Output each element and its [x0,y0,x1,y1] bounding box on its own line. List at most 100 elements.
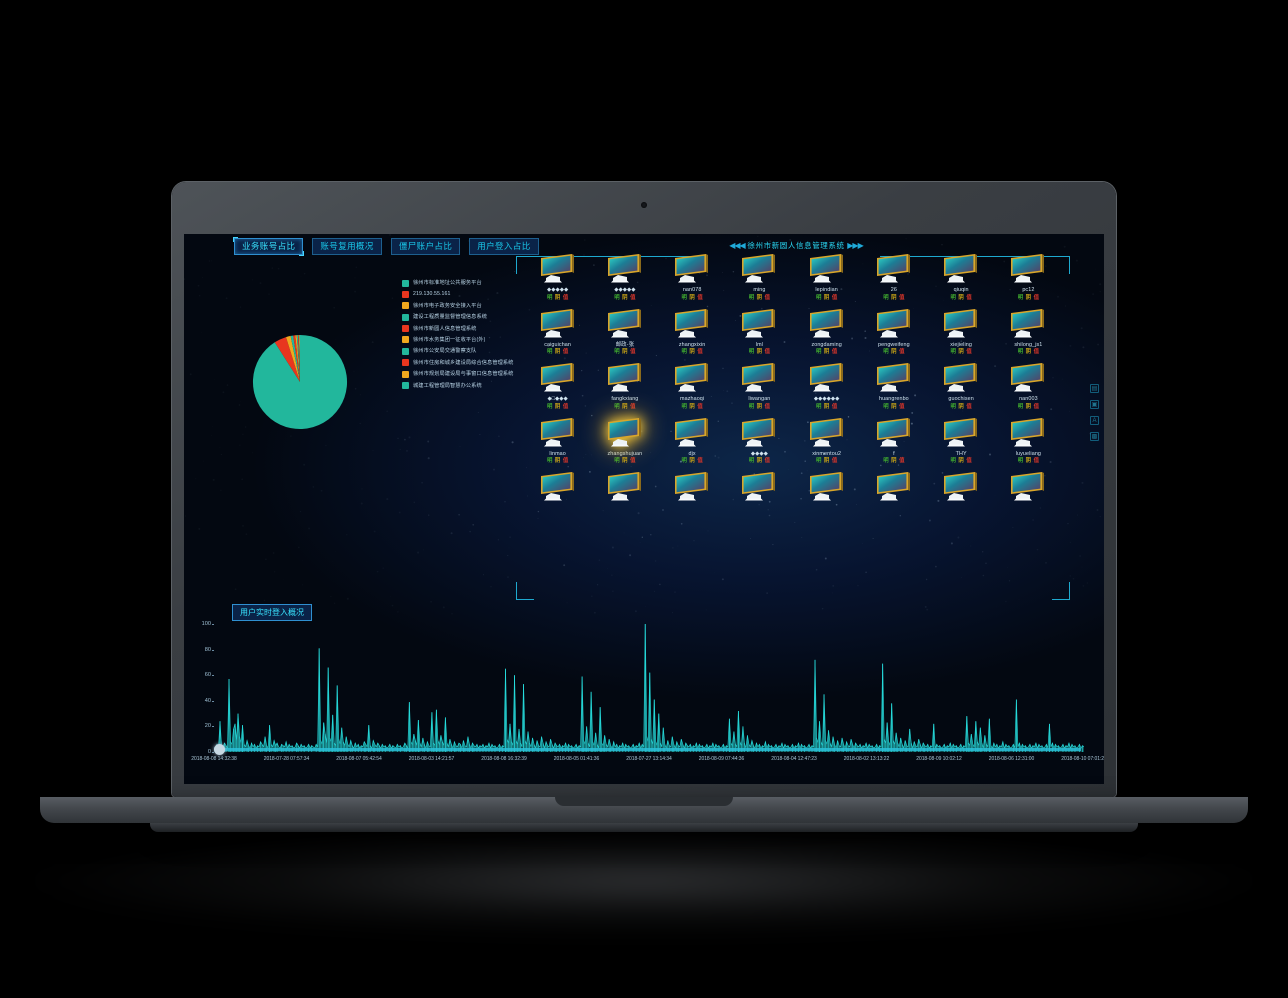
machine-cell[interactable] [995,468,1062,504]
monitor-icon [739,361,779,395]
machine-cell[interactable]: lml 明阴值 [726,305,793,357]
machine-cell[interactable]: shilong_js1 明阴值 [995,305,1062,357]
machine-cell[interactable]: fangkxiang 明阴值 [591,359,658,411]
machine-cell[interactable] [726,468,793,504]
tab-zombie-account-ratio[interactable]: 僵尸账户占比 [390,238,461,255]
machine-cell[interactable]: ming 明阴值 [726,250,793,302]
machine-status-chips: 明阴值 [1017,295,1039,302]
machine-cell[interactable]: linmao 明阴值 [524,414,591,466]
machine-status-chips: 明阴值 [1017,349,1039,356]
machine-grid-panel: ◀◀◀ 徐州市新圆人信息管理系统 ▶▶▶ ◆◆◆◆◆ 明阴值 ◆◆◆◆◆ 明阴值 nan… [510,241,1082,606]
timeline-plot[interactable]: 0 20 40 60 80 100 [202,621,1085,755]
machine-cell[interactable]: ◆□◆◆◆ 明阴值 [524,359,591,411]
x-axis-tick: 2018-08-09 07:44:36 [698,756,745,762]
machine-cell[interactable]: guochisen 明阴值 [928,359,995,411]
machine-cell[interactable]: ◆◆◆◆◆ 明阴值 [524,250,591,302]
machine-cell[interactable]: nan003 明阴值 [995,359,1062,411]
machine-name: THY [955,450,967,457]
machine-cell[interactable]: caiguichan 明阴值 [524,305,591,357]
status-chip: 阴 [689,403,695,410]
legend-item[interactable]: 219.130.55.161 [402,290,513,298]
machine-cell[interactable]: ◆◆◆◆◆ 明阴值 [591,250,658,302]
user-login-timeline-panel: 用户实时登入概况 0 20 40 60 80 100 2018-08-08 14:32:3… [191,604,1104,776]
machine-cell[interactable]: luyueliang 明阴值 [995,414,1062,466]
timeline-scroll-track[interactable] [219,748,1081,751]
status-chip: 阴 [958,294,964,301]
machine-cell[interactable]: nan078 明阴值 [659,250,726,302]
machine-cell[interactable] [659,468,726,504]
machine-cell[interactable]: pengweifeng 明阴值 [860,305,927,357]
rail-icon-list[interactable]: ▤ [1090,384,1099,393]
monitor-icon [739,307,779,341]
machine-name: qiuqin [953,287,969,293]
carousel-next-icon[interactable]: ▶▶▶ [847,241,864,250]
tab-user-login-ratio[interactable]: 用户登入占比 [469,238,539,255]
machine-cell[interactable]: xinmentou2 明阴值 [793,414,860,466]
pie-chart[interactable] [252,334,348,430]
status-chip: 值 [630,294,636,301]
machine-cell[interactable]: lepindian 明阴值 [793,250,860,302]
legend-item[interactable]: 建设工程质量监督管理信息系统 [402,313,513,321]
machine-cell[interactable] [793,468,860,504]
status-chip: 阴 [622,458,628,464]
legend-item[interactable]: 徐州市新圆人信息管理系统 [402,325,513,333]
machine-cell[interactable] [860,468,927,504]
machine-cell[interactable]: djx 明阴值 [659,414,726,466]
machine-cell[interactable]: huangrenbo 明阴值 [860,359,927,411]
legend-swatch [402,359,409,367]
legend-item[interactable]: 徐州市公安局交通警察支队 [402,347,513,355]
machine-cell[interactable]: zhangshujuan 明阴值 [591,414,658,466]
machine-cell[interactable]: 邮政-张明阴值 [591,305,658,357]
rail-icon-grid[interactable]: ▣ [1090,400,1099,409]
status-chip: 阴 [1025,294,1032,301]
status-chip: 阴 [554,349,561,355]
tab-business-account-ratio[interactable]: 业务账号占比 [232,237,305,256]
x-axis-tick: 2018-08-08 16:32:39 [481,756,527,762]
machine-cell[interactable] [591,468,658,504]
machine-cell[interactable]: ◆◆◆◆ 明阴值 [726,414,793,466]
legend-item[interactable]: 城建工程管理局智慧办公系统 [402,382,513,390]
legend-item[interactable]: 徐州市电子政务安全接入平台 [402,302,513,310]
legend-item[interactable]: 徐州市水务集团一征收平台(外) [402,336,513,344]
monitor-icon [605,307,645,341]
status-chip: 阴 [622,294,628,301]
machine-cell[interactable]: THY 明阴值 [928,414,995,466]
machine-cell[interactable]: mazhaoqi 明阴值 [659,359,726,411]
x-axis-tick: 2018-08-04 12:47:23 [771,756,817,762]
tab-account-reuse-overview[interactable]: 账号复用概况 [312,238,382,255]
legend-label: 徐州市电子政务安全接入平台 [413,302,482,309]
status-chip: 值 [1033,349,1039,355]
legend-item[interactable]: 徐州市住房和城乡建设局综合信息管理系统 [402,359,513,367]
status-chip: 阴 [1025,349,1032,355]
carousel-prev-icon[interactable]: ◀◀◀ [729,241,746,250]
monitor-icon [538,470,578,504]
x-axis-tick: 2018-08-08 14:32:38 [191,756,237,762]
machine-name: ◆◆◆◆◆◆ [813,396,840,402]
machine-cell[interactable]: qiuqin 明阴值 [928,250,995,302]
status-chip: 阴 [554,458,561,464]
status-chip: 明 [614,458,620,464]
status-chip: 明 [547,294,553,301]
machine-cell[interactable]: pc12 明阴值 [995,250,1062,302]
machine-cell[interactable]: zhangxixin 明阴值 [659,305,726,357]
rail-icon-layers[interactable]: ▩ [1090,432,1099,441]
machine-cell[interactable]: zongdaming 明阴值 [793,305,860,357]
status-chip: 明 [883,458,889,464]
rail-icon-text[interactable]: A [1090,416,1099,425]
machine-cell[interactable]: xiejieling 明阴值 [928,305,995,357]
monitor-icon [941,416,981,450]
status-chip: 阴 [958,349,964,355]
machine-cell[interactable]: ◆◆◆◆◆◆ 明阴值 [793,359,860,411]
machine-name: 26 [890,287,897,293]
timeline-scroll-handle[interactable] [214,744,225,755]
legend-item[interactable]: 徐州市标准地址公共服务平台 [402,279,513,287]
status-chip: 值 [697,349,703,355]
machine-cell[interactable]: 26 明阴值 [860,250,927,302]
legend-swatch [402,336,409,344]
machine-status-chips: 明阴值 [547,349,569,356]
machine-cell[interactable] [928,468,995,504]
machine-cell[interactable]: liwangan 明阴值 [726,359,793,411]
machine-cell[interactable] [524,468,591,504]
legend-item[interactable]: 徐州市规划局建设局与事窗口信息管理系统 [402,370,513,378]
